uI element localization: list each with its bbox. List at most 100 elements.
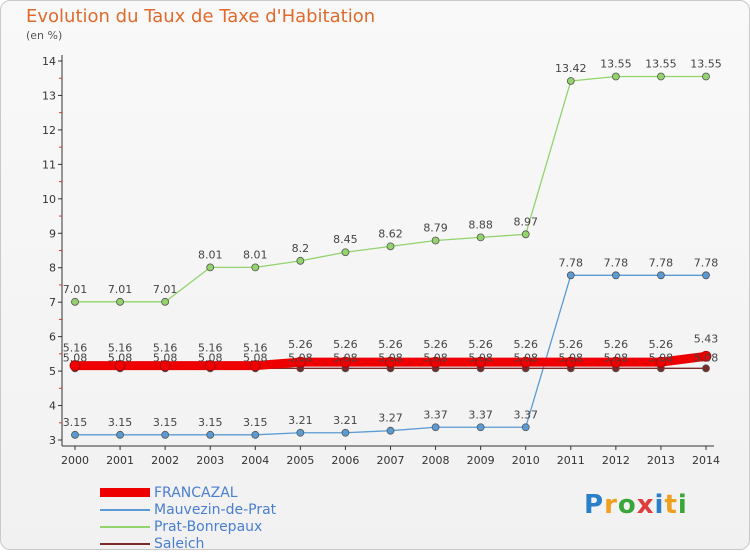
data-label: 5.08 [513,351,538,364]
data-label: 5.08 [559,351,584,364]
data-label: 5.08 [468,351,493,364]
data-point [475,356,487,368]
data-point [657,271,665,280]
chart-title: Evolution du Taux de Taxe d'Habitation [26,6,376,27]
data-point [116,430,124,439]
data-point [565,356,577,368]
data-label: 7.78 [559,256,584,269]
data-label: 3.21 [333,414,358,427]
series-layer: 5.16 5.16 5.16 5.16 5.16 5.26 5.26 5.26 5.26 5.26… [63,58,722,439]
data-label: 5.26 [604,338,629,351]
data-point [702,72,710,81]
legend-swatch [100,525,150,528]
axes: 3 4 5 6 7 8 9 10 11 12 13 14 2000 2001 2002 2003 2004 200… [42,55,720,467]
logo-letter: t [664,490,678,520]
data-point [206,263,215,272]
data-label: 13.55 [645,58,677,71]
data-point [430,356,441,368]
data-label: 5.16 [243,342,268,355]
x-tick-label: 2003 [196,454,224,467]
x-tick-label: 2006 [331,454,359,467]
logo-letter: P [584,490,605,520]
data-label: 13.55 [600,58,632,71]
legend-swatch [100,488,150,497]
data-label: 8.62 [378,227,403,240]
x-tick-label: 2005 [286,454,314,467]
data-label: 5.08 [198,351,223,364]
data-point [655,356,667,368]
data-point [521,423,530,432]
data-label: 3.15 [153,416,178,429]
y-tick-label: 14 [42,55,56,68]
data-label: 3.37 [513,408,538,421]
data-label: 8.79 [423,222,448,235]
x-tick-label: 2009 [467,454,495,467]
data-point [611,72,620,81]
logo-letter: o [617,490,637,520]
data-point [296,256,305,265]
x-tick-label: 2014 [692,454,720,467]
data-label: 3.21 [288,414,313,427]
data-labels: 7.01 7.01 7.01 8.01 8.01 8.2 8.45 8.62 8.79 8.88 8… [63,58,722,296]
data-point [611,271,620,280]
data-label: 8.2 [292,242,310,255]
data-point [386,242,395,251]
data-label: 5.08 [423,351,448,364]
x-tick-label: 2001 [106,454,134,467]
data-label: 5.08 [694,351,719,364]
series-francazal [69,350,712,371]
legend-label: Mauvezin-de-Prat [154,501,277,518]
data-point [204,360,216,371]
y-tick-label: 4 [49,400,56,413]
data-label: 7.01 [153,283,178,296]
x-tick-label: 2004 [241,454,269,467]
data-label: 3.27 [378,412,403,425]
data-point [114,360,126,371]
y-tick-label: 9 [49,227,56,240]
legend-item: Mauvezin-de-Prat [100,501,276,518]
data-label: 5.08 [604,351,629,364]
data-point [69,360,81,371]
data-point [161,297,170,306]
data-point [249,360,261,371]
data-label: 3.37 [468,408,493,421]
data-label: 5.08 [153,351,178,364]
data-label: 13.42 [555,62,587,75]
legend-label: Prat-Bonrepaux [154,518,263,535]
legend-item: Saleich [100,535,276,552]
y-tick-label: 12 [42,124,56,137]
data-labels: 3.15 3.15 3.15 3.15 3.15 3.21 3.21 3.27 3.37 3.37… [63,256,719,429]
data-label: 5.26 [513,338,538,351]
x-tick-label: 2012 [602,454,630,467]
data-point [476,423,485,432]
data-point [520,356,532,368]
data-label: 5.16 [198,342,223,355]
data-label: 8.01 [243,248,268,261]
data-point [340,356,351,368]
data-point [610,356,622,368]
data-label: 8.97 [513,215,538,228]
series-mauvezin-de-prat [71,271,710,439]
data-point [161,430,170,439]
legend-item: FRANCAZAL [100,484,276,501]
data-labels: 5.16 5.16 5.16 5.16 5.16 5.26 5.26 5.26 5.26 5.26… [63,332,719,354]
y-tick-label: 13 [42,89,56,102]
x-tick-label: 2011 [557,454,585,467]
x-tick-label: 2000 [61,454,89,467]
data-point [566,77,575,85]
legend-item: Prat-Bonrepaux [100,518,276,535]
data-label: 8.01 [198,248,223,261]
x-tick-label: 2013 [647,454,675,467]
data-point [341,248,350,257]
data-point [702,364,710,373]
data-label: 5.16 [108,342,133,355]
legend-swatch [100,542,150,545]
data-label: 5.26 [649,338,674,351]
data-label: 7.78 [604,256,629,269]
y-tick-label: 11 [42,158,56,171]
data-label: 5.26 [288,338,313,351]
unit-label: (en %) [26,29,63,42]
data-label: 8.88 [468,218,493,231]
data-label: 3.37 [423,408,448,421]
